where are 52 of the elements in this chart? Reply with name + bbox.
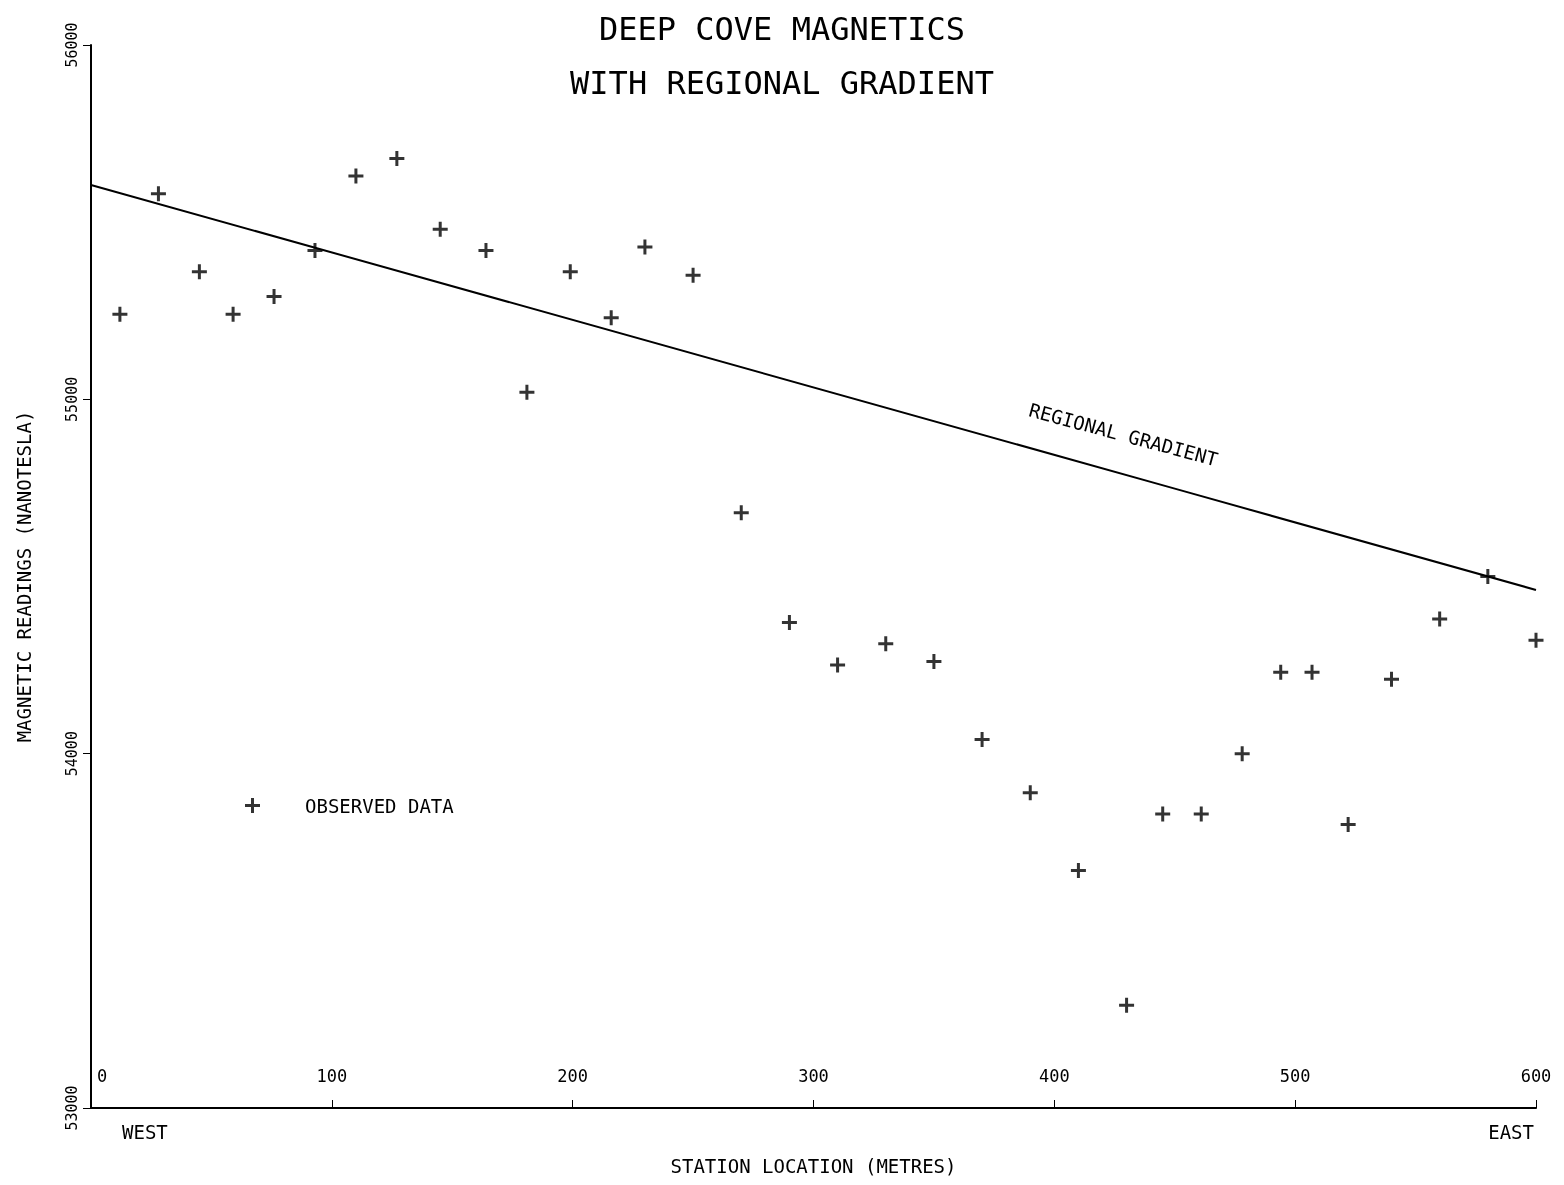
point [519,384,535,400]
point [637,239,653,255]
point [1304,664,1320,680]
point [266,289,282,305]
y-tick-label: 54000 [62,731,81,777]
point [1480,569,1496,584]
x-tick-label: 300 [798,1065,829,1086]
point [974,731,990,747]
x-tick-label: 500 [1279,1065,1311,1086]
point [1340,817,1356,833]
point [1432,611,1448,627]
text: WITH REGIONAL GRADIENT [570,64,994,102]
y-tick-label: 53000 [62,1085,81,1131]
point [1022,785,1038,801]
x-tick-label: 600 [1520,1065,1552,1086]
text: EAST [1488,1120,1535,1143]
point [348,168,364,184]
point [1234,746,1250,762]
x-tick-label: 400 [1038,1065,1070,1086]
y-axis-title: MAGNETIC READINGS (NANOTESLA) [12,410,35,743]
x-tick-label: 100 [316,1065,348,1086]
point [603,310,619,326]
point [1070,863,1086,879]
point [150,186,166,202]
point [1155,806,1171,822]
point [112,306,128,322]
point [685,267,701,283]
point [432,221,448,237]
point [1528,632,1544,648]
point [878,636,894,652]
point [1273,664,1289,680]
point [562,264,578,280]
text: WEST [122,1120,168,1143]
point [781,615,797,631]
point [307,243,323,259]
point [1193,806,1209,822]
point [225,306,241,322]
legend-label: OBSERVED DATA [305,794,455,817]
x-tick-label: 0 [96,1065,108,1086]
point [830,657,846,673]
x-axis-title: STATION LOCATION (METRES) [670,1154,957,1177]
y-tick-label: 55000 [62,376,81,422]
point [1384,671,1399,687]
point [733,505,749,521]
point [926,654,942,670]
chart-title: DEEP COVE MAGNETICS [598,10,966,48]
point [389,150,405,166]
x-tick-label: 200 [557,1065,589,1086]
y-tick-label: 56000 [62,22,81,68]
point [191,264,207,280]
point [1119,997,1135,1013]
point [478,243,494,259]
